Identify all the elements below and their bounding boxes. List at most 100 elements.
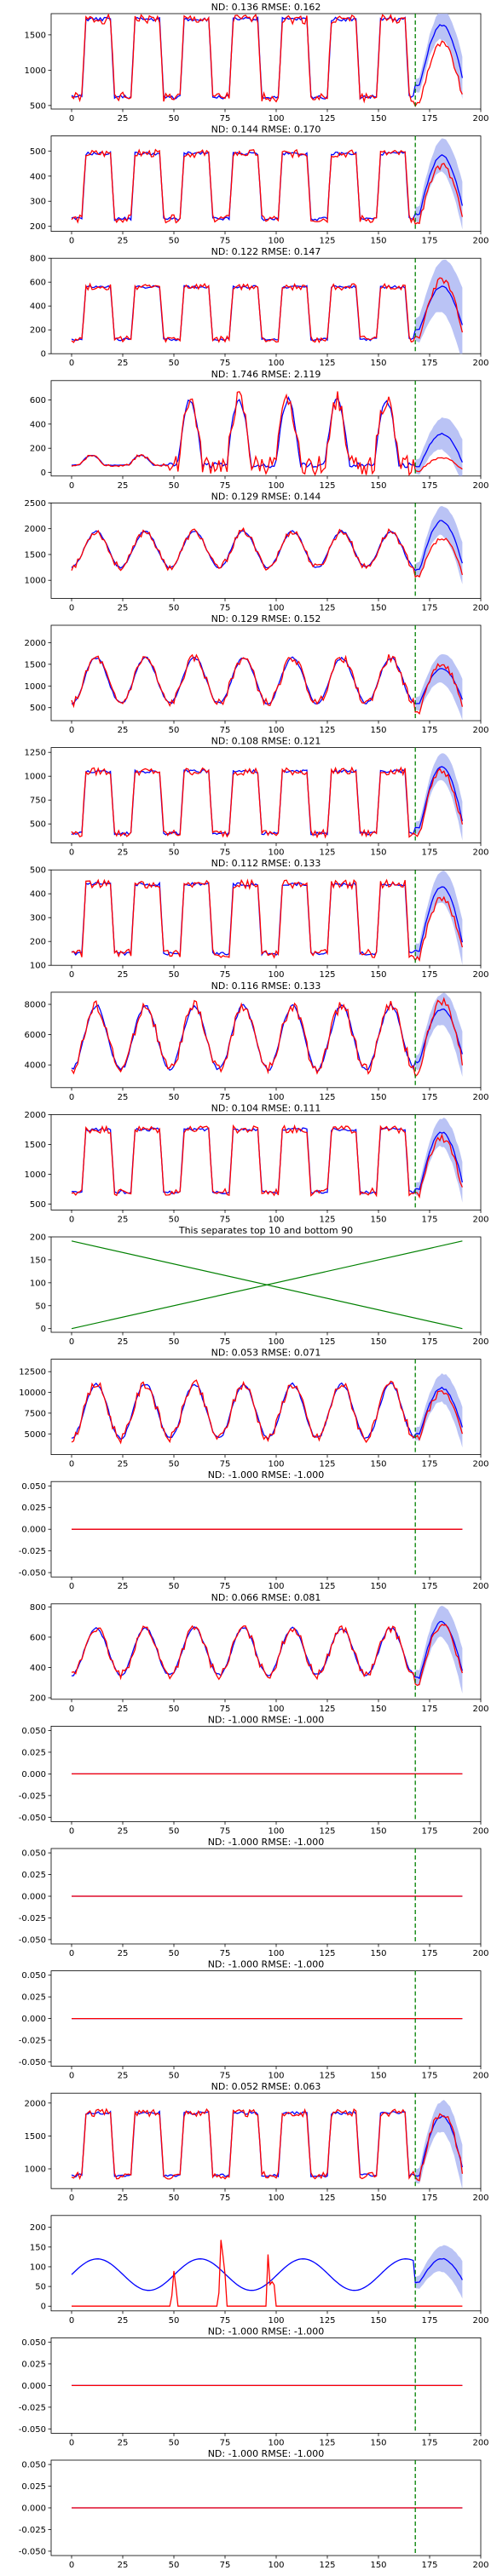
prediction-interval-band [415, 1118, 463, 1203]
x-tick-label: 175 [421, 237, 437, 246]
y-tick-label: 200 [30, 938, 46, 947]
ground-truth-line [71, 1124, 463, 1199]
y-tick-label: -0.050 [19, 1569, 46, 1578]
prediction-interval-band [415, 653, 463, 721]
x-tick-label: 125 [319, 359, 335, 368]
y-tick-label: 1000 [25, 1170, 46, 1180]
x-tick-label: 200 [472, 1093, 488, 1102]
x-tick-label: 25 [118, 1460, 129, 1469]
y-tick-label: 600 [30, 279, 46, 288]
y-tick-label: 400 [30, 172, 46, 181]
plot-area [71, 747, 464, 843]
y-tick-label: 1500 [25, 31, 46, 40]
y-tick-label: 0.000 [21, 2382, 46, 2391]
x-tick-label: 50 [169, 237, 180, 246]
x-tick-label: 125 [319, 237, 335, 246]
x-tick-label: 50 [169, 1949, 180, 1958]
x-tick-label: 0 [69, 1215, 74, 1224]
prediction-interval-band [415, 417, 463, 476]
y-tick-label: 800 [30, 255, 46, 264]
plot-area [72, 1481, 463, 1578]
x-tick-label: 75 [220, 1215, 231, 1224]
ground-truth-line [71, 391, 463, 476]
plot-area [71, 870, 464, 966]
y-tick-label: 400 [30, 302, 46, 312]
plot-area [71, 1114, 464, 1210]
axes-frame [50, 380, 482, 477]
x-tick-label: 125 [319, 1705, 335, 1714]
x-tick-label: 50 [169, 359, 180, 368]
x-tick-label: 25 [118, 1949, 129, 1958]
x-tick-label: 150 [370, 1582, 386, 1591]
axes-frame [50, 1114, 482, 1210]
axes-frame [50, 13, 482, 110]
x-tick-label: 200 [472, 970, 488, 980]
x-tick-label: 125 [319, 114, 335, 124]
y-tick-label: 100 [30, 962, 46, 971]
x-tick-label: 0 [69, 1582, 74, 1591]
x-tick-label: 200 [472, 237, 488, 246]
y-tick-label: 0.000 [21, 2504, 46, 2514]
plot-area [72, 1970, 463, 2067]
x-tick-label: 50 [169, 481, 180, 491]
y-tick-label: 0.050 [21, 1849, 46, 1859]
x-tick-label: 175 [421, 1093, 437, 1102]
subplot-title: ND: -1.000 RMSE: -1.000 [208, 1959, 325, 1970]
subplot-title: This separates top 10 and bottom 90 [178, 1225, 353, 1236]
axes-frame [50, 2215, 482, 2312]
x-tick-label: 75 [220, 2561, 231, 2570]
x-tick-label: 0 [69, 237, 74, 246]
prediction-interval-band [415, 14, 463, 100]
x-tick-label: 175 [421, 1582, 437, 1591]
x-tick-label: 150 [370, 2561, 386, 2570]
x-tick-label: 25 [118, 359, 129, 368]
x-tick-label: 50 [169, 2438, 180, 2447]
subplot-title: ND: 0.052 RMSE: 0.063 [211, 2081, 321, 2092]
subplot-15: ND: -1.000 RMSE: -1.000 0 25 50 75 100 125 150 1… [19, 1714, 489, 1836]
y-tick-label: 400 [30, 890, 46, 900]
ground-truth-line [71, 878, 464, 963]
y-tick-label: 0.025 [21, 2482, 46, 2492]
y-tick-label: 5000 [25, 1430, 46, 1440]
y-tick-label: 800 [30, 1603, 46, 1613]
x-tick-label: 150 [370, 1949, 386, 1958]
x-tick-label: 0 [69, 726, 74, 735]
x-tick-label: 100 [268, 848, 284, 858]
y-tick-label: 0.025 [21, 1504, 46, 1513]
x-tick-label: 0 [69, 2438, 74, 2447]
y-tick-label: 400 [30, 1664, 46, 1673]
x-tick-label: 50 [169, 114, 180, 124]
subplot-title: ND: -1.000 RMSE: -1.000 [208, 1469, 325, 1481]
x-tick-label: 75 [220, 359, 231, 368]
subplot-title: ND: 1.746 RMSE: 2.119 [211, 369, 321, 380]
x-tick-label: 200 [472, 726, 488, 735]
x-tick-label: 100 [268, 2438, 284, 2447]
y-tick-label: 8000 [25, 1001, 46, 1010]
x-tick-label: 100 [268, 970, 284, 980]
subplot-title: ND: 0.122 RMSE: 0.147 [211, 246, 321, 257]
y-tick-label: 2000 [25, 1111, 46, 1120]
x-tick-label: 25 [118, 114, 129, 124]
x-tick-label: 150 [370, 970, 386, 980]
prediction-interval-band [415, 2245, 463, 2299]
x-tick-label: 200 [472, 603, 488, 612]
axes-frame [50, 992, 482, 1089]
x-tick-label: 150 [370, 2438, 386, 2447]
x-tick-label: 50 [169, 1705, 180, 1714]
x-tick-label: 125 [319, 726, 335, 735]
y-tick-label: 0.050 [21, 1971, 46, 1981]
x-tick-label: 125 [319, 2438, 335, 2447]
y-tick-label: -0.025 [19, 2403, 46, 2412]
y-tick-label: 500 [30, 147, 46, 157]
plot-area [71, 380, 463, 476]
x-tick-label: 200 [472, 481, 488, 491]
x-tick-label: 100 [268, 1705, 284, 1714]
x-tick-label: 50 [169, 2561, 180, 2570]
x-tick-label: 175 [421, 114, 437, 124]
subplot-4: ND: 1.746 RMSE: 2.119 0 25 50 75 100 125 150 175… [30, 369, 489, 491]
x-tick-label: 150 [370, 2316, 386, 2326]
x-tick-label: 175 [421, 359, 437, 368]
y-tick-label: 1000 [25, 773, 46, 782]
y-tick-label: 500 [30, 1200, 46, 1210]
x-tick-label: 200 [472, 1460, 488, 1469]
